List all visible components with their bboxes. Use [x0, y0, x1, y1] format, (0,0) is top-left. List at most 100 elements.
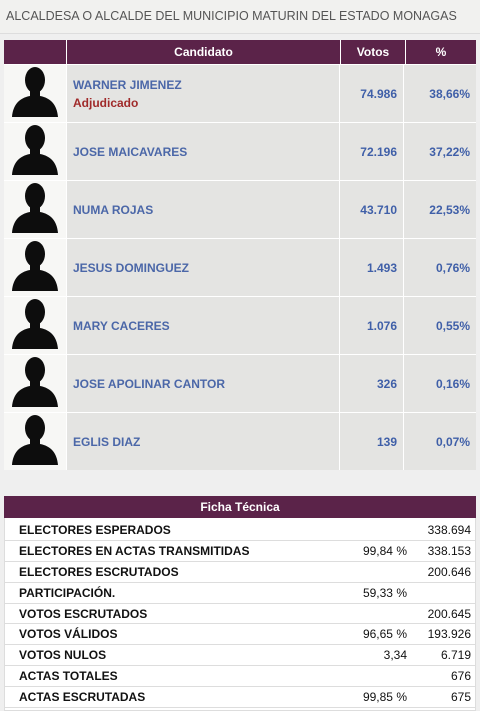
candidate-photo — [4, 239, 67, 296]
candidate-photo — [4, 65, 67, 122]
ficha-value: 676 — [411, 666, 475, 688]
ficha-tecnica-title: Ficha Técnica — [4, 496, 476, 518]
candidate-name-cell: JESUS DOMINGUEZ — [67, 239, 340, 296]
candidate-row: WARNER JIMENEZ Adjudicado 74.986 38,66% — [4, 64, 476, 122]
candidate-status: Adjudicado — [73, 95, 139, 110]
candidate-name-cell: MARY CACERES — [67, 297, 340, 354]
candidate-votes: 326 — [376, 376, 397, 391]
candidate-percent: 0,76% — [435, 260, 470, 275]
candidate-name: NUMA ROJAS — [73, 202, 154, 217]
candidate-photo — [4, 297, 67, 354]
ficha-value: 6.719 — [411, 645, 475, 667]
ficha-value: 338.153 — [411, 541, 475, 562]
person-silhouette-icon — [11, 297, 59, 354]
votes-column-header: Votos — [341, 40, 406, 64]
ficha-percent — [333, 666, 411, 688]
ficha-row: ACTAS ESCRUTADAS 99,85 % 675 — [5, 687, 475, 709]
ficha-label: ACTAS TOTALES — [5, 666, 333, 688]
candidate-votes-cell: 43.710 — [340, 181, 404, 238]
ficha-value: 675 — [411, 687, 475, 709]
ficha-value: 338.694 — [411, 520, 475, 541]
ficha-label: VOTOS ESCRUTADOS — [5, 604, 333, 625]
ficha-percent: 59,33 % — [333, 583, 411, 604]
ficha-row: PARTICIPACIÓN. 59,33 % — [5, 583, 475, 604]
ficha-value: 193.926 — [411, 624, 475, 646]
candidate-percent-cell: 0,07% — [404, 413, 476, 470]
candidate-votes-cell: 1.076 — [340, 297, 404, 354]
candidate-name-cell: JOSE APOLINAR CANTOR — [67, 355, 340, 412]
ficha-value: 200.646 — [411, 562, 475, 583]
candidate-votes-cell: 1.493 — [340, 239, 404, 296]
ficha-row: ELECTORES ESPERADOS 338.694 — [5, 520, 475, 541]
candidate-photo — [4, 413, 67, 470]
candidate-percent-cell: 0,16% — [404, 355, 476, 412]
candidate-row: NUMA ROJAS 43.710 22,53% — [4, 180, 476, 238]
candidate-photo — [4, 181, 67, 238]
results-table: Candidato Votos % WARNER JIMENEZ Adjudica… — [4, 40, 476, 470]
candidate-percent: 38,66% — [429, 86, 470, 101]
ficha-value: 200.645 — [411, 604, 475, 625]
candidate-votes-cell: 139 — [340, 413, 404, 470]
ficha-label: ELECTORES ESPERADOS — [5, 520, 333, 541]
ficha-value — [411, 583, 475, 604]
candidate-name-cell: JOSE MAICAVARES — [67, 123, 340, 180]
ficha-percent — [333, 604, 411, 625]
results-rows: WARNER JIMENEZ Adjudicado 74.986 38,66% JOSE… — [4, 64, 476, 470]
candidate-votes-cell: 74.986 — [340, 65, 404, 122]
percent-column-header: % — [435, 45, 447, 59]
candidate-votes-cell: 326 — [340, 355, 404, 412]
candidate-percent-cell: 22,53% — [404, 181, 476, 238]
candidate-row: EGLIS DIAZ 139 0,07% — [4, 412, 476, 470]
person-silhouette-icon — [11, 65, 59, 122]
candidate-photo — [4, 123, 67, 180]
candidate-percent-cell: 0,55% — [404, 297, 476, 354]
candidate-percent-cell: 0,76% — [404, 239, 476, 296]
candidate-votes: 1.076 — [366, 318, 397, 333]
person-silhouette-icon — [11, 239, 59, 296]
candidate-name: MARY CACERES — [73, 318, 170, 333]
ficha-label: VOTOS NULOS — [5, 645, 333, 667]
candidate-percent: 0,16% — [435, 376, 470, 391]
candidate-votes: 74.986 — [360, 86, 397, 101]
candidate-votes: 72.196 — [360, 144, 397, 159]
candidate-name: WARNER JIMENEZ — [73, 77, 182, 92]
ficha-tecnica-rows: ELECTORES ESPERADOS 338.694 ELECTORES EN A… — [4, 518, 476, 711]
candidate-name: EGLIS DIAZ — [73, 434, 141, 449]
candidate-row: JESUS DOMINGUEZ 1.493 0,76% — [4, 238, 476, 296]
ficha-row: ELECTORES ESCRUTADOS 200.646 — [5, 562, 475, 583]
candidate-percent-cell: 37,22% — [404, 123, 476, 180]
person-silhouette-icon — [11, 413, 59, 470]
candidate-votes-cell: 72.196 — [340, 123, 404, 180]
ficha-label: ELECTORES ESCRUTADOS — [5, 562, 333, 583]
candidate-name: JOSE APOLINAR CANTOR — [73, 376, 226, 391]
candidate-name: JESUS DOMINGUEZ — [73, 260, 190, 275]
ficha-tecnica-table: Ficha Técnica ELECTORES ESPERADOS 338.694… — [4, 496, 476, 711]
candidate-percent: 22,53% — [429, 202, 470, 217]
candidate-column-header: Candidato — [67, 40, 341, 64]
person-silhouette-icon — [11, 181, 59, 238]
page-title: ALCALDESA O ALCALDE DEL MUNICIPIO MATURI… — [0, 0, 480, 34]
ficha-row: VOTOS NULOS 3,34 6.719 — [5, 645, 475, 667]
candidate-percent: 0,55% — [435, 318, 470, 333]
ficha-percent: 96,65 % — [333, 624, 411, 646]
ficha-row: VOTOS ESCRUTADOS 200.645 — [5, 604, 475, 625]
ficha-row: ACTAS TOTALES 676 — [5, 666, 475, 688]
person-silhouette-icon — [11, 355, 59, 412]
ficha-label: VOTOS VÁLIDOS — [5, 624, 333, 646]
candidate-row: MARY CACERES 1.076 0,55% — [4, 296, 476, 354]
candidate-votes: 43.710 — [360, 202, 397, 217]
ficha-label: ACTAS ESCRUTADAS — [5, 687, 333, 709]
ficha-percent — [333, 562, 411, 583]
candidate-photo — [4, 355, 67, 412]
candidate-name: JOSE MAICAVARES — [73, 144, 188, 159]
ficha-label: PARTICIPACIÓN. — [5, 583, 333, 604]
candidate-percent: 37,22% — [429, 144, 470, 159]
ficha-percent: 3,34 — [333, 645, 411, 667]
ficha-percent: 99,84 % — [333, 541, 411, 562]
ficha-percent: 99,85 % — [333, 687, 411, 709]
candidate-votes: 1.493 — [366, 260, 397, 275]
candidate-name-cell: NUMA ROJAS — [67, 181, 340, 238]
ficha-percent — [333, 520, 411, 541]
candidate-name-cell: WARNER JIMENEZ Adjudicado — [67, 65, 340, 122]
candidate-percent-cell: 38,66% — [404, 65, 476, 122]
